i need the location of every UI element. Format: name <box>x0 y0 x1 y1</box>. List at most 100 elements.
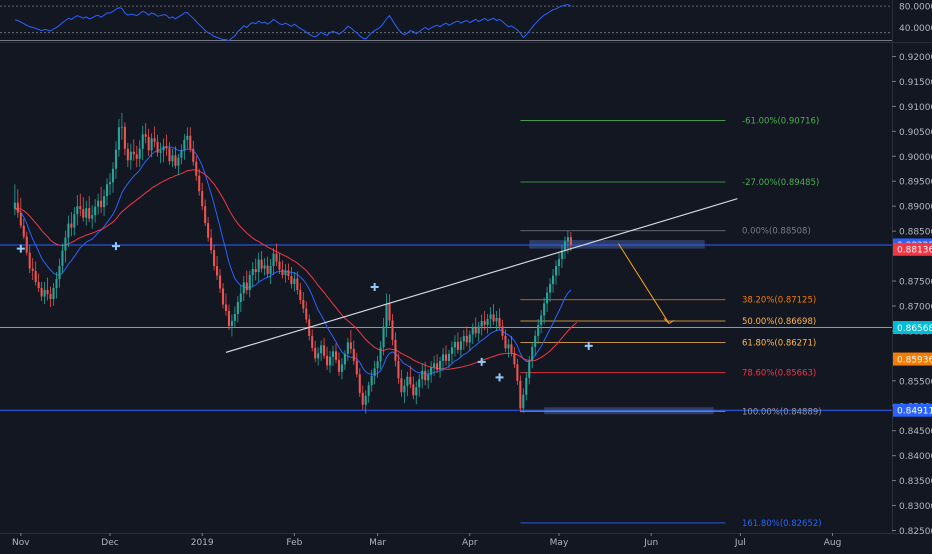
cross-marker <box>495 373 504 382</box>
candle-body <box>67 223 70 238</box>
candle-body <box>177 157 180 166</box>
candle-body <box>108 182 112 185</box>
candle-body <box>400 378 403 393</box>
candle-body <box>459 341 462 350</box>
candle-body <box>159 150 162 153</box>
candle-body <box>385 303 388 327</box>
candle-body <box>546 292 549 304</box>
candle-body <box>13 202 16 209</box>
candle-body <box>340 364 343 372</box>
candle-body <box>260 259 263 269</box>
candle-body <box>394 339 397 361</box>
candle-body <box>334 351 338 360</box>
candle-body <box>254 269 257 273</box>
candle-body <box>251 269 254 276</box>
candle-body <box>43 289 46 297</box>
candle-body <box>409 376 412 385</box>
candle-body <box>236 301 239 314</box>
fib-level-label: 38.20%(0.87125) <box>742 296 816 306</box>
candle-body <box>230 320 233 326</box>
candle-body <box>213 250 216 267</box>
candle-body <box>326 355 329 366</box>
candle-body <box>162 146 165 151</box>
candle-body <box>483 320 486 325</box>
candle-body <box>91 215 94 219</box>
projection-arrow-head <box>663 318 675 325</box>
candle-body <box>150 138 153 151</box>
candle-body <box>28 252 31 269</box>
oscillator-line <box>14 3 572 42</box>
candle-body <box>233 313 236 321</box>
candle-body <box>563 241 566 251</box>
candle-body <box>49 293 52 299</box>
candle-body <box>465 335 468 343</box>
candle-body <box>554 266 558 276</box>
candle-body <box>94 206 97 216</box>
drawings[interactable] <box>16 198 738 382</box>
candle-body <box>474 327 477 334</box>
candle-body <box>439 360 442 370</box>
candle-body <box>272 253 275 267</box>
cross-marker <box>111 242 120 251</box>
candle-body <box>117 127 120 150</box>
candle-body <box>519 380 522 409</box>
fib-level-label: 78.60%(0.85663) <box>742 369 816 379</box>
candle-body <box>287 270 290 277</box>
price-axis-badge-label: 0.84911 <box>897 407 932 417</box>
candle-body <box>534 335 537 347</box>
candle-body <box>218 275 222 289</box>
candle-body <box>403 385 406 393</box>
candle-body <box>456 341 459 350</box>
horizontal-lines <box>0 244 892 411</box>
candle-body <box>248 275 251 290</box>
candle-body <box>138 148 141 159</box>
candle-body <box>328 356 332 366</box>
candle-body <box>103 196 106 208</box>
candle-body <box>314 347 317 359</box>
candle-body <box>450 347 453 354</box>
candle-body <box>421 370 424 380</box>
candle-body <box>480 320 483 327</box>
candle-body <box>543 303 546 316</box>
candle-body <box>522 394 525 409</box>
candle-body <box>352 348 355 361</box>
fib-level-label: 61.80%(0.86271) <box>742 338 816 348</box>
candle-body <box>566 237 569 242</box>
candle-body <box>135 154 138 159</box>
time-tick-label: Apr <box>462 538 478 548</box>
candle-body <box>64 237 67 251</box>
fib-level-label: -27.00%(0.89485) <box>742 178 819 188</box>
candle-body <box>58 266 61 280</box>
candle-body <box>144 134 147 137</box>
candle-body <box>88 208 91 219</box>
candle-body <box>427 374 430 381</box>
candle-body <box>492 314 495 322</box>
candle-body <box>242 282 245 294</box>
candle-body <box>76 206 79 215</box>
candle-body <box>367 385 370 396</box>
candle-body <box>415 387 418 396</box>
candle-body <box>281 269 284 276</box>
zones <box>529 240 714 415</box>
candle-body <box>355 360 358 375</box>
fib-level-label: 50.00%(0.86698) <box>742 317 816 327</box>
candle-body <box>201 191 204 207</box>
price-axis-badge <box>893 242 932 256</box>
price-zone <box>529 240 705 249</box>
candle-body <box>34 271 37 283</box>
candle-body <box>296 278 299 290</box>
moving-average-line <box>14 169 578 370</box>
candle-body <box>320 345 323 354</box>
candle-body <box>513 352 516 365</box>
time-tick-label: Jul <box>734 538 746 548</box>
candle-body <box>331 351 335 357</box>
candle-body <box>447 353 451 361</box>
